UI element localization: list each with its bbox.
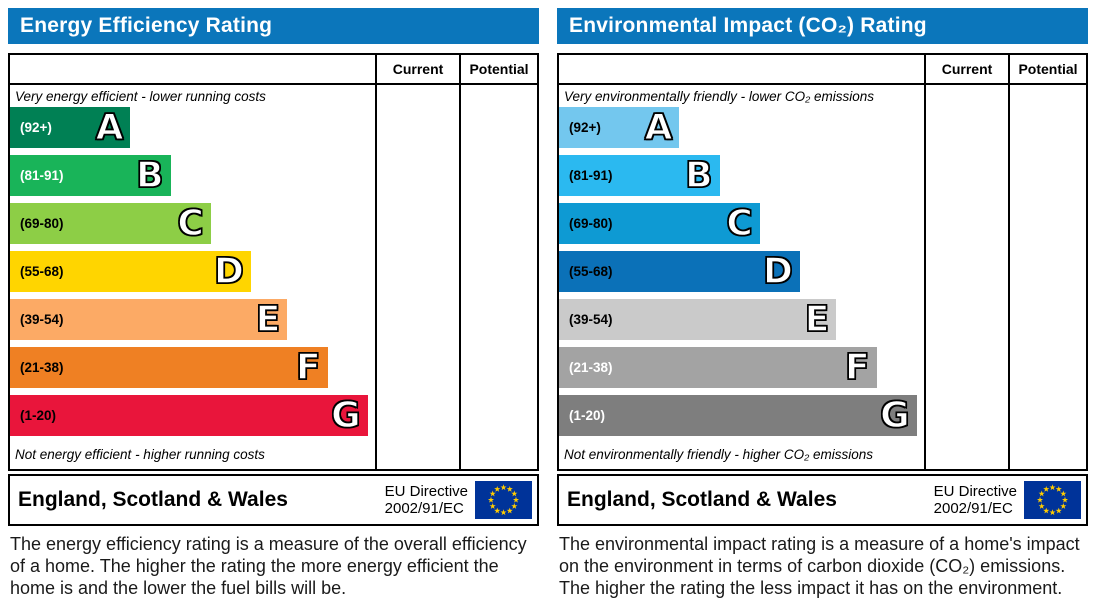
band-range-label: (69-80) xyxy=(569,216,613,231)
band-letter: C xyxy=(177,202,205,244)
rating-band-row: (69-80) C xyxy=(559,203,924,244)
rating-band-row: (55-68) D xyxy=(10,251,375,292)
band-range-label: (39-54) xyxy=(569,312,613,327)
band-range-label: (1-20) xyxy=(20,408,57,423)
band-range-label: (81-91) xyxy=(20,168,64,183)
rating-band-row: (39-54) E xyxy=(10,299,375,340)
rating-band-row: (1-20) G xyxy=(10,395,375,436)
environmental-description-text: The environmental impact rating is a mea… xyxy=(559,534,1080,598)
eu-flag-icon xyxy=(1024,481,1081,519)
column-header-current: Current xyxy=(375,55,459,83)
rating-band-c: (69-80) C xyxy=(559,203,760,244)
rating-bands: (92+) A (81-91) B (69-80) C (55-68) D (39-54) E (2… xyxy=(10,107,375,436)
eu-directive-line1: EU Directive xyxy=(384,482,468,500)
rating-band-row: (55-68) D xyxy=(559,251,924,292)
rating-scale-column: Very energy efficient - lower running co… xyxy=(10,85,375,469)
band-letter: E xyxy=(804,298,830,340)
band-range-label: (55-68) xyxy=(20,264,64,279)
band-letter: D xyxy=(213,250,244,292)
rating-band-row: (92+) A xyxy=(559,107,924,148)
eu-directive-label: EU Directive 2002/91/EC xyxy=(934,483,1024,518)
environmental-panel-title: Environmental Impact (CO₂) Rating xyxy=(557,8,1088,44)
eu-flag-icon xyxy=(475,481,532,519)
column-header-current: Current xyxy=(924,55,1008,83)
rating-scale-column: Very environmentally friendly - lower CO… xyxy=(559,85,924,469)
band-range-label: (92+) xyxy=(20,120,52,135)
epc-rating-page: Energy Efficiency Rating Current Potenti… xyxy=(0,0,1098,600)
bottom-caption: Not environmentally friendly - higher CO… xyxy=(564,447,874,462)
current-value-cell xyxy=(375,85,459,469)
potential-value-cell xyxy=(1008,85,1086,469)
jurisdiction-footer: England, Scotland & Wales EU Directive 2… xyxy=(8,474,539,526)
jurisdiction-footer: England, Scotland & Wales EU Directive 2… xyxy=(557,474,1088,526)
rating-band-row: (81-91) B xyxy=(559,155,924,196)
rating-band-row: (81-91) B xyxy=(10,155,375,196)
band-letter: F xyxy=(295,346,321,388)
band-range-label: (55-68) xyxy=(569,264,613,279)
rating-band-f: (21-38) F xyxy=(10,347,328,388)
band-range-label: (21-38) xyxy=(569,360,613,375)
eu-directive-label: EU Directive 2002/91/EC xyxy=(385,483,475,518)
band-letter: D xyxy=(762,250,793,292)
environmental-ratings-table: Current Potential Very environmentally f… xyxy=(557,53,1088,471)
rating-band-row: (21-38) F xyxy=(10,347,375,388)
rating-band-b: (81-91) B xyxy=(559,155,720,196)
energy-description-text: The energy efficiency rating is a measur… xyxy=(10,534,527,598)
top-caption: Very environmentally friendly - lower CO… xyxy=(564,89,874,104)
rating-band-e: (39-54) E xyxy=(10,298,288,340)
rating-band-a: (92+) A xyxy=(10,106,131,148)
current-value-cell xyxy=(924,85,1008,469)
rating-band-row: (39-54) E xyxy=(559,299,924,340)
rating-band-d: (55-68) D xyxy=(10,251,251,292)
table-header-row: Current Potential xyxy=(10,55,537,85)
environmental-impact-panel: Environmental Impact (CO₂) Rating Curren… xyxy=(549,0,1098,600)
rating-band-row: (21-38) F xyxy=(559,347,924,388)
rating-band-g: (1-20) G xyxy=(10,395,368,436)
band-range-label: (1-20) xyxy=(569,408,606,423)
rating-band-c: (69-80) C xyxy=(10,203,211,244)
band-range-label: (39-54) xyxy=(20,312,64,327)
table-body: Very energy efficient - lower running co… xyxy=(10,85,537,469)
band-letter: C xyxy=(726,202,754,244)
column-header-potential: Potential xyxy=(1008,55,1086,83)
rating-bands: (92+) A (81-91) B (69-80) C (55-68) D (39-54) E (2… xyxy=(559,107,924,436)
header-spacer-cell xyxy=(559,55,924,83)
band-letter: F xyxy=(844,346,870,388)
footer-region-label: England, Scotland & Wales xyxy=(18,488,288,511)
band-range-label: (21-38) xyxy=(20,360,64,375)
band-letter: G xyxy=(879,394,910,436)
rating-band-d: (55-68) D xyxy=(559,251,800,292)
band-letter: B xyxy=(135,154,164,196)
header-spacer-cell xyxy=(10,55,375,83)
energy-panel-title: Energy Efficiency Rating xyxy=(8,8,539,44)
energy-ratings-table: Current Potential Very energy efficient … xyxy=(8,53,539,471)
rating-band-row: (92+) A xyxy=(10,107,375,148)
band-letter: E xyxy=(255,298,281,340)
rating-band-e: (39-54) E xyxy=(559,298,837,340)
bottom-caption: Not energy efficient - higher running co… xyxy=(15,447,265,462)
band-letter: B xyxy=(684,154,713,196)
top-caption: Very energy efficient - lower running co… xyxy=(15,89,266,104)
rating-band-a: (92+) A xyxy=(559,106,680,148)
eu-directive-line2: 2002/91/EC xyxy=(384,500,464,517)
band-range-label: (92+) xyxy=(569,120,601,135)
eu-directive-line1: EU Directive xyxy=(933,482,1017,500)
band-range-label: (81-91) xyxy=(569,168,613,183)
band-letter: A xyxy=(95,106,124,148)
table-body: Very environmentally friendly - lower CO… xyxy=(559,85,1086,469)
footer-region-label: England, Scotland & Wales xyxy=(567,488,837,511)
column-header-potential: Potential xyxy=(459,55,537,83)
potential-value-cell xyxy=(459,85,537,469)
band-range-label: (69-80) xyxy=(20,216,64,231)
energy-efficiency-panel: Energy Efficiency Rating Current Potenti… xyxy=(0,0,549,600)
band-letter: A xyxy=(644,106,673,148)
rating-band-row: (69-80) C xyxy=(10,203,375,244)
rating-band-g: (1-20) G xyxy=(559,395,917,436)
rating-band-f: (21-38) F xyxy=(559,347,877,388)
rating-band-row: (1-20) G xyxy=(559,395,924,436)
table-header-row: Current Potential xyxy=(559,55,1086,85)
rating-band-b: (81-91) B xyxy=(10,155,171,196)
eu-directive-line2: 2002/91/EC xyxy=(933,500,1013,517)
band-letter: G xyxy=(330,394,361,436)
